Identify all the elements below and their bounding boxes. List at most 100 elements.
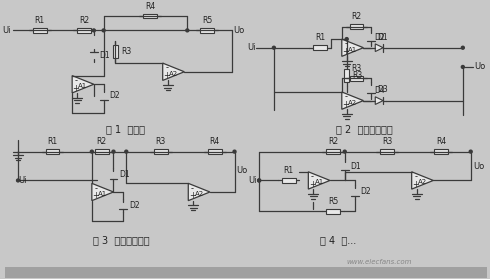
Text: A2: A2 <box>418 179 427 185</box>
Circle shape <box>90 150 93 153</box>
Text: D2: D2 <box>361 187 371 196</box>
Text: D3: D3 <box>377 85 388 93</box>
Bar <box>380 149 394 154</box>
Text: R1: R1 <box>284 166 294 175</box>
Bar <box>5 267 488 278</box>
Text: R5: R5 <box>328 197 338 206</box>
Text: D1: D1 <box>377 33 388 42</box>
Text: R3: R3 <box>156 137 166 146</box>
Circle shape <box>462 46 465 49</box>
Text: www.elecfans.com: www.elecfans.com <box>346 259 412 265</box>
Text: -: - <box>165 63 168 73</box>
Circle shape <box>233 150 236 153</box>
Text: D4: D4 <box>374 86 385 95</box>
Text: D1: D1 <box>120 170 130 179</box>
Circle shape <box>345 38 348 40</box>
Circle shape <box>343 150 346 153</box>
Bar <box>313 45 327 50</box>
Text: -: - <box>74 76 77 85</box>
Circle shape <box>258 179 261 182</box>
Text: +: + <box>189 191 196 200</box>
Text: Uo: Uo <box>237 166 248 175</box>
Text: R3: R3 <box>351 64 362 73</box>
Polygon shape <box>308 172 330 189</box>
Text: A2: A2 <box>348 100 357 105</box>
Polygon shape <box>342 39 364 56</box>
Text: R2: R2 <box>79 16 89 25</box>
Bar <box>95 149 109 154</box>
Text: R2: R2 <box>328 137 338 146</box>
Text: +: + <box>343 100 349 109</box>
Polygon shape <box>412 172 433 189</box>
Text: R4: R4 <box>436 137 446 146</box>
Polygon shape <box>375 97 383 104</box>
Text: A1: A1 <box>315 179 324 185</box>
Text: D1: D1 <box>99 51 110 60</box>
Bar <box>154 149 168 154</box>
Bar <box>208 149 222 154</box>
Text: -: - <box>414 172 417 181</box>
Circle shape <box>112 150 115 153</box>
Text: A1: A1 <box>348 47 357 53</box>
Bar <box>33 28 47 33</box>
Text: R2: R2 <box>97 137 107 146</box>
Circle shape <box>92 29 95 32</box>
Bar <box>113 45 118 58</box>
Text: -: - <box>311 172 314 181</box>
Polygon shape <box>375 44 383 52</box>
Text: R3: R3 <box>352 71 363 80</box>
Text: R4: R4 <box>145 2 155 11</box>
Text: R4: R4 <box>210 137 220 146</box>
Polygon shape <box>188 183 210 201</box>
Text: Ui: Ui <box>2 26 11 35</box>
Text: Ui: Ui <box>248 176 257 185</box>
Text: R1: R1 <box>48 137 57 146</box>
Bar <box>326 149 340 154</box>
Text: -: - <box>191 184 194 193</box>
Text: Ui: Ui <box>247 43 256 52</box>
Text: R3: R3 <box>121 47 131 56</box>
Text: D1: D1 <box>351 162 361 170</box>
Text: D2: D2 <box>374 33 385 42</box>
Text: R2: R2 <box>351 12 362 21</box>
Text: +: + <box>163 71 170 80</box>
Text: Uo: Uo <box>474 162 485 170</box>
Text: +: + <box>412 180 419 189</box>
Bar <box>350 24 364 29</box>
Text: +: + <box>343 47 349 56</box>
Polygon shape <box>163 63 184 80</box>
Text: R1: R1 <box>315 33 325 42</box>
Text: +: + <box>73 84 79 93</box>
Text: 图 1  经典型: 图 1 经典型 <box>106 124 145 134</box>
Text: -: - <box>344 39 347 48</box>
Circle shape <box>469 150 472 153</box>
Bar <box>350 76 364 81</box>
Circle shape <box>17 179 20 182</box>
Text: 图 3  高输入阻抗型: 图 3 高输入阻抗型 <box>93 235 149 245</box>
Bar <box>326 209 340 214</box>
Circle shape <box>186 29 189 32</box>
Text: R1: R1 <box>35 16 45 25</box>
Text: Uo: Uo <box>475 62 486 71</box>
Text: Uo: Uo <box>234 26 245 35</box>
Bar <box>434 149 448 154</box>
Polygon shape <box>72 76 94 93</box>
Text: 图 2  四个二极管型: 图 2 四个二极管型 <box>336 124 393 134</box>
Polygon shape <box>92 183 114 201</box>
Bar <box>344 69 349 82</box>
Polygon shape <box>342 92 364 109</box>
Text: Ui: Ui <box>18 176 26 185</box>
Text: R3: R3 <box>382 137 392 146</box>
Circle shape <box>125 150 128 153</box>
Text: A1: A1 <box>78 83 88 89</box>
Circle shape <box>258 179 261 182</box>
Circle shape <box>462 66 465 68</box>
Text: R5: R5 <box>202 16 212 25</box>
Bar <box>282 178 295 183</box>
Text: D2: D2 <box>129 201 140 210</box>
Text: A2: A2 <box>195 191 204 197</box>
Text: -: - <box>94 184 98 193</box>
Text: 图 4  等...: 图 4 等... <box>320 235 356 245</box>
Circle shape <box>102 29 105 32</box>
Text: +: + <box>92 191 99 200</box>
